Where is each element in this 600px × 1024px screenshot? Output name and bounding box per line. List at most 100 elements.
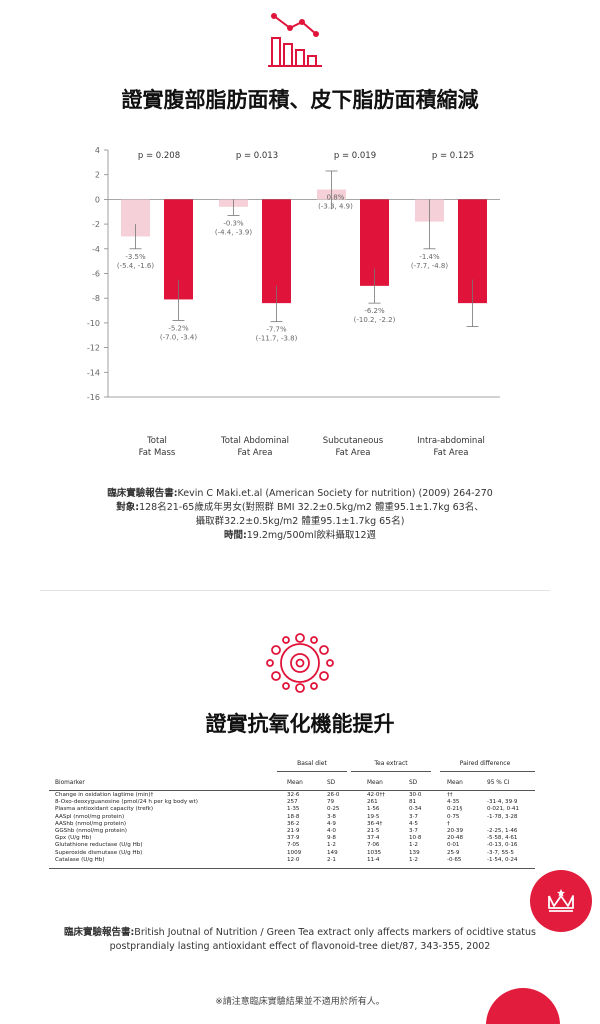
y-tick-label: -14 xyxy=(87,368,100,377)
table-cell: AASpl (nmol/mg protein) xyxy=(55,813,125,820)
ref-label: 臨床實驗報告書: xyxy=(107,488,178,499)
y-tick-label: -4 xyxy=(92,245,100,254)
table-row: AASpl (nmol/mg protein) 18·8 3·8 19·5 3·7 0·7… xyxy=(55,814,535,821)
table-cell: -0·13, 0·16 xyxy=(487,842,518,849)
table-cell: 4·0 xyxy=(327,827,336,834)
table-cell: 1·2 xyxy=(409,842,418,849)
category-label: Intra-abdominal xyxy=(417,436,485,446)
ref-text: Kevin C Maki.et.al (American Society for… xyxy=(177,488,493,499)
group-paired: Paired difference xyxy=(459,760,511,767)
table-cell: Catalase (U/g Hb) xyxy=(55,856,105,863)
table-cell: -1·78, 3·28 xyxy=(487,813,518,820)
table-body: Change in oxidation lagtime (min)† 32·6 26… xyxy=(55,792,535,864)
table-cell: 257 xyxy=(287,799,298,806)
table-cell: 37·9 xyxy=(287,835,300,842)
table-cell: 0·021, 0·41 xyxy=(487,806,520,813)
crown-icon xyxy=(548,889,574,912)
ref2-line1: British Joutnal of Nutrition / Green Tea… xyxy=(134,927,537,938)
table-cell: Plasma antioxidant capacity (trefk) xyxy=(55,806,154,813)
table-row: GGShb (nmol/mg protein) 21·9 4·0 21·5 3·7 20·… xyxy=(55,828,535,835)
table-cell: Change in oxidation lagtime (min)† xyxy=(55,792,154,798)
col-mean2: Mean xyxy=(367,780,383,786)
table-cell: 1·2 xyxy=(409,856,418,863)
table-cell: 4·35 xyxy=(447,799,460,806)
table-cell: 0·01 xyxy=(447,842,460,849)
group-tea: Tea extract xyxy=(374,760,408,767)
table-cell: 149 xyxy=(327,849,338,856)
table-row: 8-Oxo-deoxyguanosine (pmol/24 h per kg b… xyxy=(55,799,535,806)
col-sd2: SD xyxy=(409,780,418,786)
data-label-pct: -7.7% xyxy=(266,326,287,334)
p-value-label: p = 0.125 xyxy=(432,151,474,161)
table-cell: 19·5 xyxy=(367,813,380,820)
y-tick-label: -12 xyxy=(87,344,100,353)
category-label-line2: Fat Area xyxy=(238,448,273,458)
data-label-ci: (-7.0, -3.4) xyxy=(160,333,197,341)
table-cell: Glutathione reductase (U/g Hb) xyxy=(55,842,143,849)
time-text: 19.2mg/500ml飲料攝取12週 xyxy=(246,530,377,541)
col-sd1: SD xyxy=(327,780,336,786)
y-tick-label: -2 xyxy=(92,220,100,229)
table-cell: 8-Oxo-deoxyguanosine (pmol/24 h per kg b… xyxy=(55,799,198,806)
p-value-label: p = 0.208 xyxy=(138,151,180,161)
section1-reference: 臨床實驗報告書:Kevin C Maki.et.al (American Soc… xyxy=(0,487,600,543)
subject-text-cont: 攝取群32.2±0.5kg/m2 體重95.1±1.7kg 65名) xyxy=(195,516,405,527)
table-cell: -31·4, 39·9 xyxy=(487,799,518,806)
crown-button[interactable] xyxy=(530,870,592,932)
bar-chart: 4 2 0 -2 -4 -6 -8 -10 -12 -14 -16 p = 0.208 Total Fat… xyxy=(87,146,500,458)
table-cell: 42·0†† xyxy=(367,792,386,798)
table-cell: 0·25 xyxy=(327,806,340,813)
table-cell: 36·4† xyxy=(367,820,383,827)
data-label-ci: (-10.2, -2.2) xyxy=(354,316,396,324)
data-label-ci: (-4.4, -3.9) xyxy=(215,228,252,236)
table-cell: -0·65 xyxy=(447,856,462,863)
table-cell: 4·9 xyxy=(327,820,336,827)
table-cell: GGShb (nmol/mg protein) xyxy=(55,827,127,834)
category-label: Total Abdominal xyxy=(220,436,289,446)
col-mean1: Mean xyxy=(287,780,303,786)
data-label-pct: -3.5% xyxy=(125,253,146,261)
y-tick-label: -16 xyxy=(87,393,100,402)
data-label-pct: -0.3% xyxy=(223,219,244,227)
table-cell: 4·5 xyxy=(409,820,418,827)
category-label-line2: Fat Mass xyxy=(139,448,176,458)
y-tick-label: 0 xyxy=(95,195,100,204)
data-label-ci: (-3.3, 4.9) xyxy=(318,203,353,211)
subject-label: 對象: xyxy=(116,502,140,513)
group-basal: Basal diet xyxy=(297,760,327,767)
table-cell: †† xyxy=(447,792,453,798)
table-cell: 26·0 xyxy=(327,792,340,798)
table-row: Glutathione reductase (U/g Hb) 7·05 1·2 7·0… xyxy=(55,842,535,849)
table-cell: 9·8 xyxy=(327,835,336,842)
col-mean3: Mean xyxy=(447,780,463,786)
category-label: Subcutaneous xyxy=(323,436,384,446)
table-row: AAShb (nmol/mg protein) 36·2 4·9 36·4† 4·5 † xyxy=(55,821,535,828)
biomarker-table: Basal diet Tea extract Paired difference… xyxy=(49,760,535,869)
table-cell: 139 xyxy=(409,849,420,856)
table-cell: 32·6 xyxy=(287,792,300,798)
table-cell: 1·35 xyxy=(287,806,300,813)
table-cell: 11·4 xyxy=(367,856,380,863)
table-cell: 0·75 xyxy=(447,813,460,820)
section1-title: 證實腹部脂肪面積、皮下脂肪面積縮減 xyxy=(121,88,479,112)
disclaimer: ※請注意臨床實驗結果並不適用於所有人。 xyxy=(215,997,385,1007)
time-label: 時間: xyxy=(223,530,247,541)
table-cell: 1·2 xyxy=(327,842,336,849)
table-cell: 1035 xyxy=(367,849,382,856)
ref2-label: 臨床實驗報告書: xyxy=(63,927,135,938)
p-value-label: p = 0.013 xyxy=(236,151,278,161)
table-cell: 12·0 xyxy=(287,856,300,863)
table-cell: 3·8 xyxy=(327,813,336,820)
data-label-pct: -1.4% xyxy=(419,253,440,261)
table-cell: -2·25, 1·46 xyxy=(487,827,518,834)
data-label-pct: -5.2% xyxy=(168,324,189,332)
table-row: Catalase (U/g Hb) 12·0 2·1 11·4 1·2 -0·65 -1·5… xyxy=(55,857,535,864)
table-cell: 30·0 xyxy=(409,792,422,798)
table-cell: 37·4 xyxy=(367,835,380,842)
category-label-line2: Fat Area xyxy=(336,448,371,458)
table-cell: 3·7 xyxy=(409,827,418,834)
table-cell: 36·2 xyxy=(287,820,300,827)
bar-chart-trend-icon xyxy=(268,13,322,67)
y-tick-label: 2 xyxy=(95,171,100,180)
section-divider xyxy=(40,590,550,591)
